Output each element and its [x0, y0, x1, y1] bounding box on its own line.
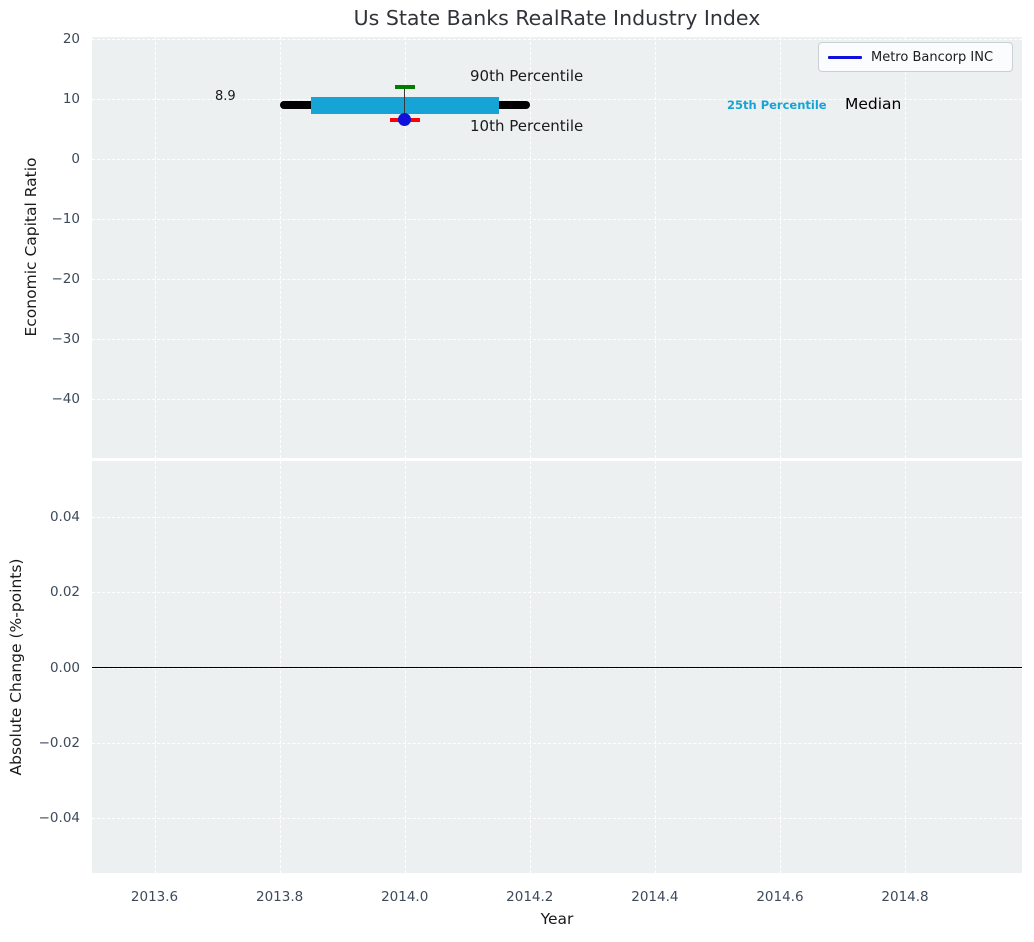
gridline — [92, 742, 1022, 744]
p90-cap — [394, 85, 415, 89]
errorbar-line — [404, 87, 406, 121]
gridline — [92, 218, 1022, 220]
chart-annotation: 10th Percentile — [470, 117, 584, 135]
x-tick-label: 2014.4 — [631, 889, 679, 905]
bottom-plot-area — [92, 461, 1022, 873]
gridline — [779, 37, 781, 458]
x-tick-label: 2014.6 — [756, 889, 804, 905]
y-tick-label: 0.02 — [49, 584, 80, 601]
gridline — [92, 98, 1022, 100]
gridline — [279, 37, 281, 458]
y-tick-label: 0 — [71, 150, 80, 167]
gridline — [404, 37, 406, 458]
gridline — [92, 158, 1022, 160]
chart-annotation: 90th Percentile — [470, 67, 584, 85]
x-tick-label: 2013.8 — [256, 889, 304, 905]
legend: Metro Bancorp INC — [818, 42, 1013, 72]
gridline — [654, 37, 656, 458]
legend-label: Metro Bancorp INC — [871, 49, 994, 65]
chart-annotation: 25th Percentile — [727, 98, 827, 112]
legend-line-icon — [828, 55, 862, 59]
gridline — [529, 37, 531, 458]
y-tick-label: −0.02 — [38, 734, 80, 751]
chart-title: Us State Banks RealRate Industry Index — [353, 6, 761, 30]
gridline — [92, 398, 1022, 400]
y-tick-label: 20 — [62, 30, 80, 47]
chart-annotation: 8.9 — [215, 89, 236, 104]
x-tick-label: 2013.6 — [130, 889, 179, 905]
zero-line — [92, 666, 1022, 669]
gridline — [905, 37, 907, 458]
gridline — [92, 338, 1022, 340]
y-tick-label: −0.04 — [38, 810, 80, 827]
gridline — [92, 592, 1022, 594]
company-marker — [398, 113, 412, 127]
y-tick-label: 10 — [62, 90, 80, 107]
gridline — [92, 278, 1022, 280]
x-tick-label: 2014.0 — [381, 889, 429, 905]
y-tick-label: 0.00 — [49, 659, 80, 676]
gridline — [92, 38, 1022, 40]
chart-annotation: Median — [845, 95, 902, 113]
x-axis-label: Year — [540, 910, 574, 928]
x-tick-label: 2014.2 — [506, 889, 554, 905]
x-tick-label: 2014.8 — [881, 889, 929, 905]
top-y-axis-label: Economic Capital Ratio — [22, 157, 40, 337]
y-tick-label: −40 — [51, 390, 81, 407]
top-plot-area — [92, 37, 1022, 458]
gridline — [92, 818, 1022, 820]
gridline — [92, 516, 1022, 518]
y-tick-label: −20 — [51, 270, 81, 287]
y-tick-label: 0.04 — [49, 508, 80, 525]
y-tick-label: −30 — [51, 330, 81, 347]
gridline — [154, 37, 156, 458]
y-tick-label: −10 — [51, 210, 81, 227]
